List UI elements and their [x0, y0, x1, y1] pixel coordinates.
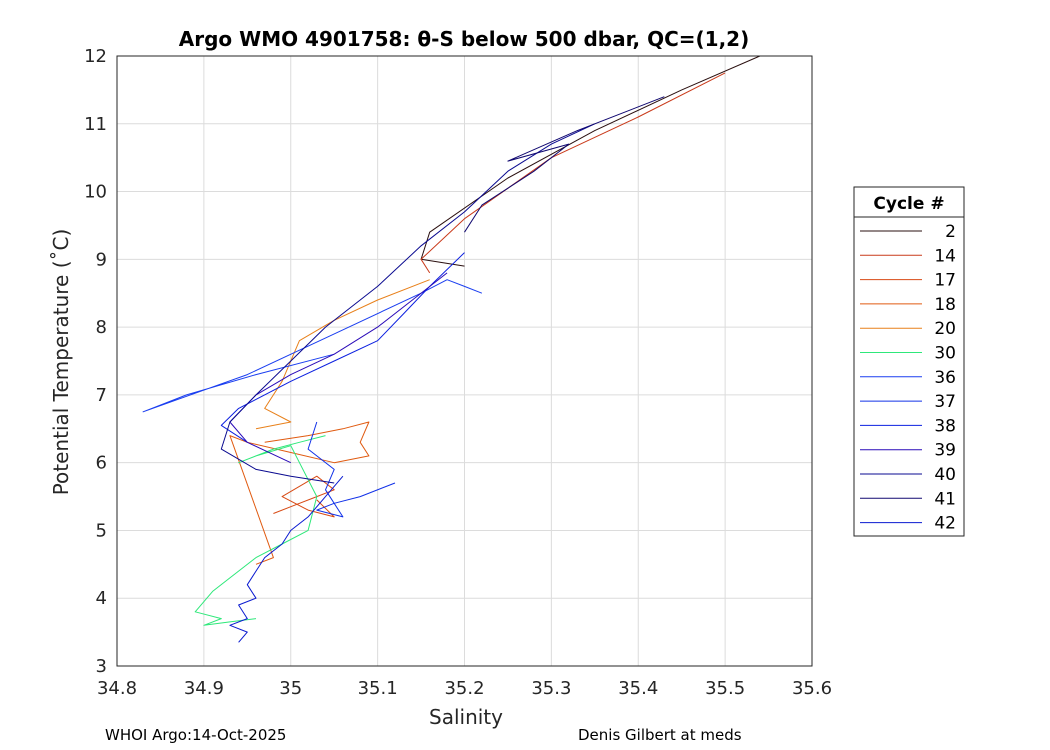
- legend-entry-label: 40: [934, 465, 956, 485]
- series-layer: [142, 55, 761, 643]
- series-line-cycle-40: [220, 123, 596, 484]
- x-tick-label: 35.1: [358, 678, 398, 699]
- legend-entry-label: 38: [934, 416, 956, 436]
- y-tick-label: 10: [84, 182, 107, 203]
- legend-box: [853, 186, 965, 537]
- x-tick-label: 35.6: [792, 678, 832, 699]
- y-tick-label: 12: [84, 46, 107, 67]
- footer-credit-right: Denis Gilbert at meds: [578, 726, 742, 744]
- chart-title: Argo WMO 4901758: θ-S below 500 dbar, QC…: [179, 27, 749, 51]
- y-tick-label: 7: [96, 385, 107, 406]
- legend-entry-label: 17: [934, 271, 956, 291]
- series-line-cycle-17: [273, 475, 335, 518]
- legend-entry-label: 2: [945, 222, 956, 242]
- plot-frame: [116, 55, 813, 667]
- series-line-cycle-39: [229, 272, 448, 464]
- x-tick-label: 35.5: [705, 678, 745, 699]
- legend-entry-label: 18: [934, 295, 956, 315]
- x-tick-label: 35.2: [444, 678, 484, 699]
- x-tick-label: 34.8: [97, 678, 137, 699]
- y-tick-label: 3: [96, 656, 107, 677]
- legend-entry-label: 42: [934, 514, 956, 534]
- x-tick-label: 35.3: [531, 678, 571, 699]
- legend-title: Cycle #: [873, 194, 944, 214]
- legend-entry-label: 36: [934, 368, 956, 388]
- footer-credit-left: WHOI Argo:14-Oct-2025: [105, 726, 287, 744]
- legend-entry-label: 20: [934, 319, 956, 339]
- series-line-cycle-41: [464, 96, 665, 233]
- legend-entry-label: 37: [934, 392, 956, 412]
- series-line-cycle-36: [142, 279, 483, 413]
- x-tick-label: 34.9: [184, 678, 224, 699]
- y-tick-label: 5: [96, 520, 107, 541]
- series-line-cycle-38: [220, 252, 465, 443]
- x-tick-label: 35.4: [618, 678, 658, 699]
- y-tick-label: 11: [84, 114, 107, 135]
- y-tick-label: 9: [96, 249, 107, 270]
- legend-entry-label: 30: [934, 344, 956, 364]
- series-line-cycle-37: [307, 421, 396, 518]
- legend-entry-label: 39: [934, 441, 956, 461]
- y-tick-label: 8: [96, 317, 107, 338]
- legend-entry-label: 41: [934, 489, 956, 509]
- series-line-cycle-42: [229, 475, 344, 643]
- ticks: 34.8 34.9 35 35.1 35.2 35.3 35.4 35.5 35.6 3 4 5 6 7 8…: [84, 46, 832, 699]
- x-tick-label: 35: [279, 678, 302, 699]
- series-line-cycle-18: [229, 421, 370, 565]
- x-axis-label: Salinity: [429, 705, 503, 729]
- y-tick-label: 4: [96, 588, 107, 609]
- legend: Cycle # 2 14 17 18 20 30 36 37 38 39 40 41 42: [853, 186, 965, 537]
- y-axis-label: Potential Temperature (˚C): [49, 229, 73, 496]
- legend-items: 2 14 17 18 20 30 36 37 38 39 40 41 42: [860, 222, 956, 534]
- legend-entry-label: 14: [934, 246, 956, 266]
- y-tick-label: 6: [96, 453, 107, 474]
